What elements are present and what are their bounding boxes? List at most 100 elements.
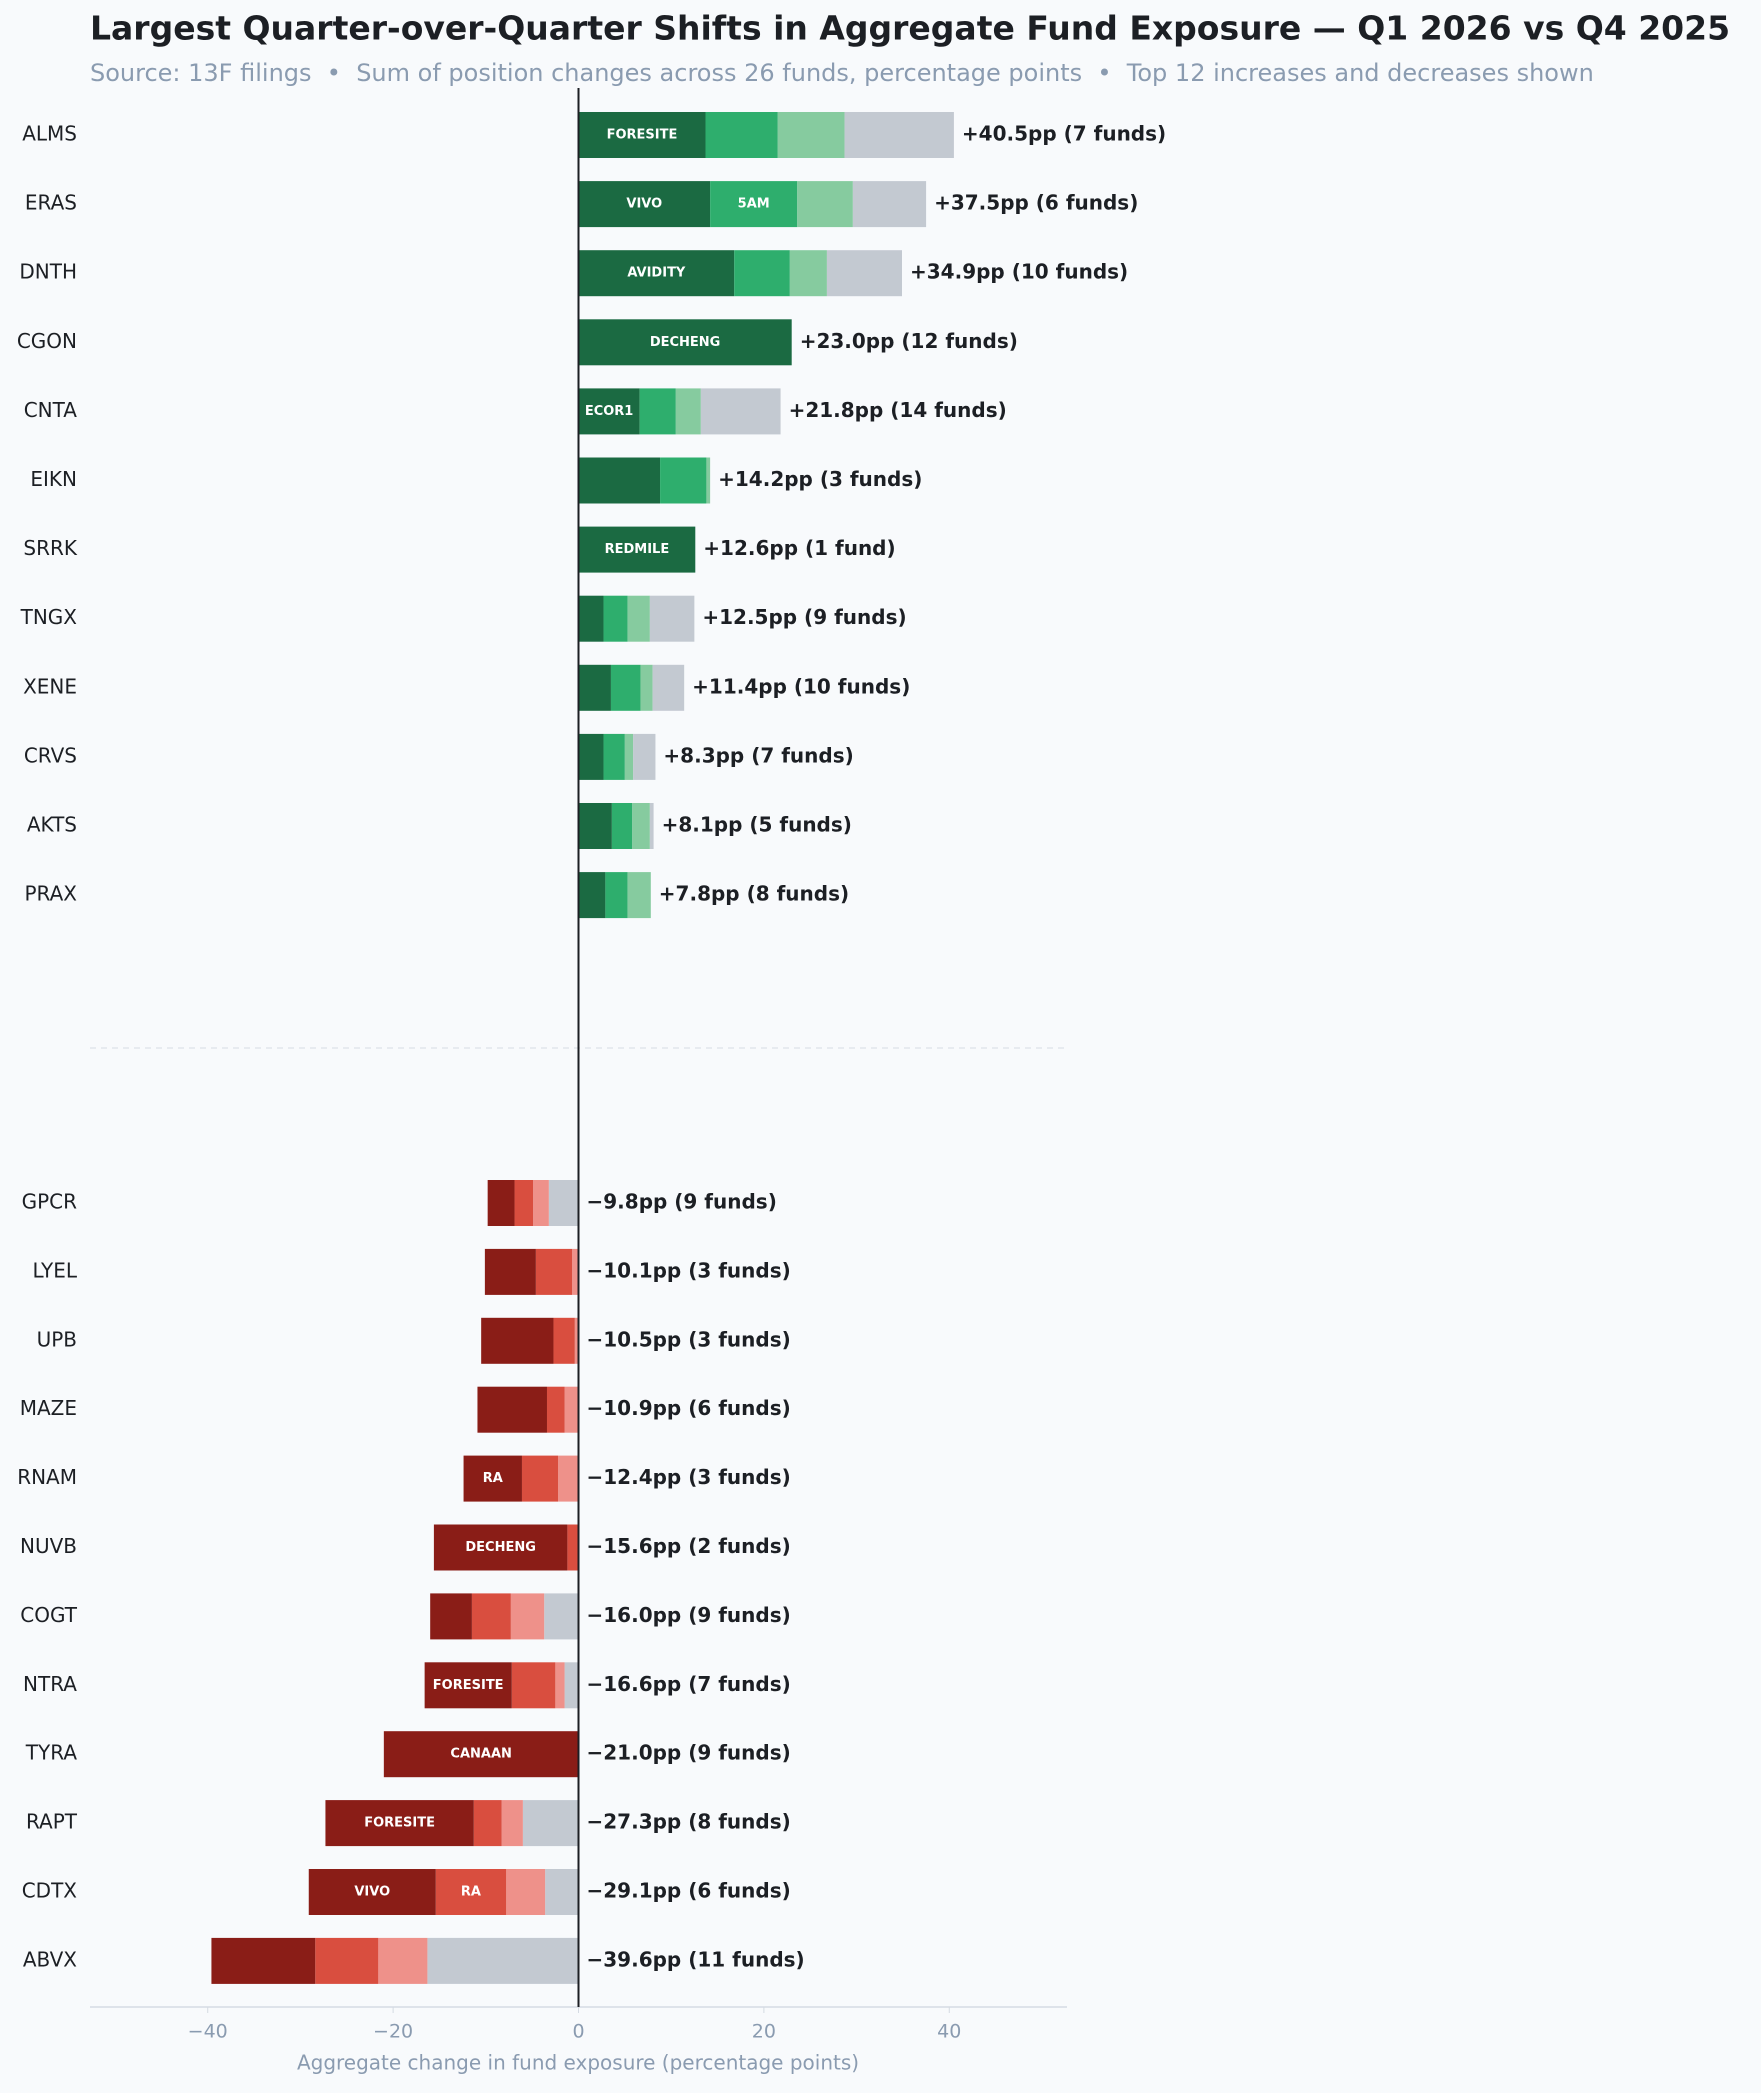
total-label: +37.5pp (6 funds) [934, 191, 1138, 215]
x-tick-label: −40 [188, 2021, 228, 2043]
category-label: COGT [20, 1603, 77, 1627]
bar-segment [558, 1455, 579, 1502]
category-label: GPCR [22, 1190, 78, 1214]
category-label: LYEL [33, 1258, 78, 1282]
segment-label: 5AM [738, 197, 770, 212]
category-label: CDTX [22, 1879, 78, 1903]
bar-segment [610, 664, 641, 711]
bar-segment [463, 1455, 522, 1502]
total-label: −16.6pp (7 funds) [587, 1672, 791, 1696]
segment-label: FORESITE [607, 128, 678, 143]
bar-segment [427, 1937, 579, 1984]
total-label: −21.0pp (9 funds) [587, 1741, 791, 1765]
total-label: −27.3pp (8 funds) [587, 1810, 791, 1834]
category-label: ABVX [23, 1947, 77, 1971]
bar-segment [734, 250, 790, 297]
x-tick-label: 20 [752, 2021, 776, 2043]
total-label: −10.1pp (3 funds) [587, 1258, 791, 1282]
bar-segment [506, 1869, 546, 1915]
total-label: +23.0pp (12 funds) [800, 329, 1018, 353]
x-tick-label: −20 [373, 2021, 413, 2043]
segment-label: DECHENG [465, 1540, 536, 1555]
bar-segment [533, 1180, 549, 1226]
bar-segment [627, 595, 650, 642]
x-tick-label: 40 [937, 2021, 961, 2043]
bar-segment [578, 250, 735, 297]
x-axis-label: Aggregate change in fund exposure (perce… [297, 2051, 859, 2075]
category-label: NUVB [20, 1534, 77, 1558]
total-label: −10.9pp (6 funds) [587, 1396, 791, 1420]
total-label: −29.1pp (6 funds) [587, 1879, 791, 1903]
bar-segment [710, 181, 798, 228]
segment-label: RA [461, 1885, 481, 1900]
bar-segment [578, 872, 606, 919]
bar-segment [578, 112, 706, 158]
bar-segment [383, 1731, 579, 1778]
segment-label: FORESITE [433, 1678, 504, 1693]
bar-segment [555, 1662, 565, 1709]
bar-segment [378, 1937, 428, 1984]
total-label: +12.6pp (1 fund) [703, 536, 895, 560]
bar-segment [660, 457, 707, 504]
segment-label: VIVO [626, 197, 662, 212]
total-label: +7.8pp (8 funds) [659, 882, 849, 906]
bar-segment [572, 1248, 579, 1295]
segment-label: AVIDITY [627, 266, 686, 281]
total-label: −15.6pp (2 funds) [587, 1534, 791, 1558]
bar-segment [578, 664, 611, 711]
category-label: NTRA [23, 1672, 77, 1696]
bar-segment [510, 1593, 545, 1640]
bar-segment [652, 664, 685, 711]
bar-segment [424, 1662, 512, 1709]
bar-segment [522, 1800, 579, 1847]
bar-segment [789, 250, 827, 297]
bar-segment [706, 457, 711, 504]
bar-segment [649, 803, 654, 849]
bar-segment [705, 112, 778, 158]
bar-segment [603, 733, 625, 780]
bar-segment [649, 595, 695, 642]
bar-segment [627, 872, 651, 919]
category-label: TNGX [20, 605, 78, 629]
segment-label: REDMILE [605, 542, 670, 557]
bar-segment [325, 1800, 474, 1847]
category-label: PRAX [24, 882, 77, 906]
bar-segment [603, 595, 628, 642]
bar-segment [844, 112, 954, 158]
bar-segment [514, 1180, 534, 1226]
bar-segment [578, 457, 661, 504]
bar-segment [477, 1386, 547, 1433]
bar-segment [548, 1180, 579, 1226]
total-label: +34.9pp (10 funds) [910, 260, 1128, 284]
bar-segment [545, 1869, 579, 1915]
category-label: UPB [37, 1327, 77, 1351]
bar-segment [564, 1386, 579, 1433]
bar-segment [564, 1662, 579, 1709]
bar-segment [471, 1593, 511, 1640]
total-label: +14.2pp (3 funds) [718, 467, 922, 491]
category-label: ALMS [22, 122, 77, 146]
total-label: −16.0pp (9 funds) [587, 1603, 791, 1627]
bar-segment [511, 1662, 556, 1709]
category-label: MAZE [20, 1396, 77, 1420]
category-label: XENE [23, 674, 77, 698]
chart-subtitle: Source: 13F filings • Sum of position ch… [90, 59, 1594, 87]
bar-segment [574, 1317, 579, 1364]
category-label: ERAS [25, 191, 77, 215]
x-tick-label: 0 [572, 2021, 584, 2043]
segment-label: DECHENG [650, 335, 721, 350]
bar-segment [632, 803, 650, 849]
bar-segment [624, 733, 634, 780]
bar-segment [578, 733, 604, 780]
bar-segment [473, 1800, 502, 1847]
bar-segment [852, 181, 927, 228]
category-label: RAPT [26, 1810, 78, 1834]
category-label: TYRA [25, 1741, 78, 1765]
bar-segment [211, 1937, 316, 1984]
bar-segment [544, 1593, 579, 1640]
total-label: +11.4pp (10 funds) [692, 674, 910, 698]
bar-segment [578, 526, 696, 573]
bar-segment [546, 1386, 565, 1433]
bar-segment [487, 1180, 515, 1226]
category-label: AKTS [27, 813, 77, 837]
